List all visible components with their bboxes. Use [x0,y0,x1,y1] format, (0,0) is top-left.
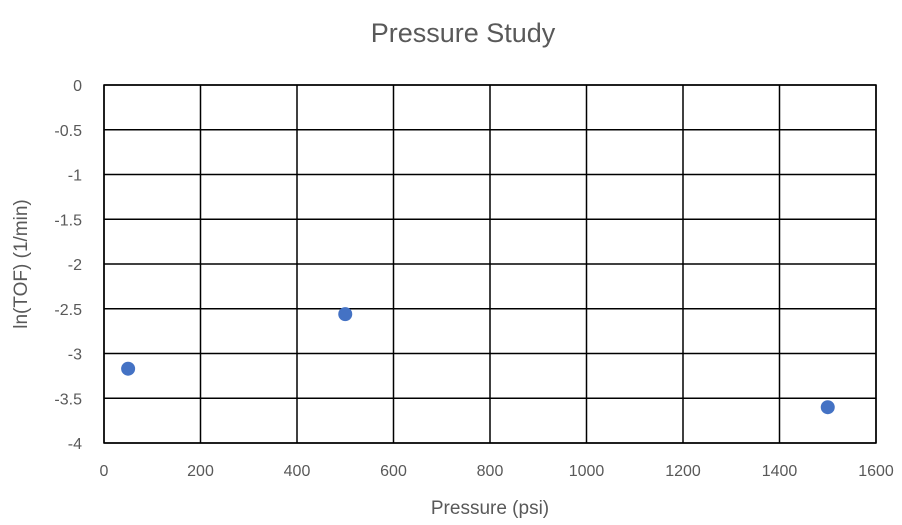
x-axis-label: Pressure (psi) [431,498,549,519]
y-tick-label: -0.5 [54,123,82,140]
x-tick-label: 1200 [665,463,701,480]
y-axis-label: ln(TOF) (1/min) [11,199,32,328]
y-tick-label: -1 [68,168,82,185]
x-tick-label: 400 [284,463,311,480]
chart-title: Pressure Study [371,18,556,48]
plot-area-frame [103,84,877,444]
x-tick-label: 1600 [858,463,894,480]
y-tick-label: -2.5 [54,302,82,319]
x-tick-label: 0 [100,463,109,480]
y-axis-tick-labels: 0 -0.5 -1 -1.5 -2 -2.5 -3 -3.5 -4 [54,78,82,453]
x-tick-label: 1000 [569,463,605,480]
x-axis-tick-labels: 0 200 400 600 800 1000 1200 1400 1600 [100,463,894,480]
y-tick-label: -1.5 [54,212,82,229]
y-tick-label: -2 [68,257,82,274]
data-point [338,307,353,322]
data-points [121,307,835,415]
x-tick-label: 1400 [762,463,798,480]
x-tick-label: 200 [187,463,214,480]
y-tick-label: -4 [68,436,82,453]
data-point [820,400,835,415]
y-tick-label: -3.5 [54,391,82,408]
x-tick-label: 600 [380,463,407,480]
x-tick-label: 800 [477,463,504,480]
data-point [121,361,136,376]
y-tick-label: -3 [68,347,82,364]
gridlines [103,84,877,444]
y-tick-label: 0 [73,78,82,95]
